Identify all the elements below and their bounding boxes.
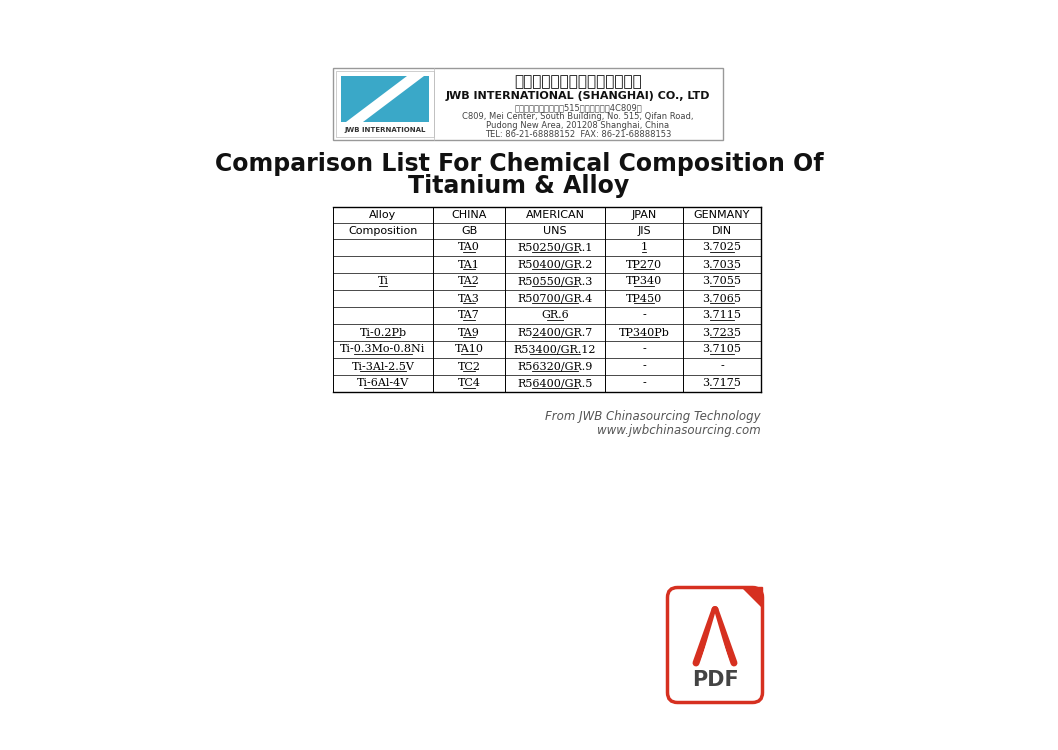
- Text: TA1: TA1: [458, 260, 480, 269]
- Text: Ti-3Al-2.5V: Ti-3Al-2.5V: [351, 362, 415, 371]
- Text: TA9: TA9: [458, 328, 480, 338]
- Text: PDF: PDF: [692, 670, 738, 691]
- Text: 3.7115: 3.7115: [703, 310, 742, 320]
- Text: UNS: UNS: [543, 226, 567, 236]
- Text: Ti-0.2Pb: Ti-0.2Pb: [360, 328, 406, 338]
- Text: R50550/GR.3: R50550/GR.3: [517, 277, 592, 286]
- Text: 上海市浦东新区起飞路515号南溰三美帔4C809室: 上海市浦东新区起飞路515号南溰三美帔4C809室: [514, 103, 642, 112]
- Text: TP340Pb: TP340Pb: [619, 328, 670, 338]
- Text: R53400/GR.12: R53400/GR.12: [514, 344, 597, 355]
- Text: TC2: TC2: [457, 362, 480, 371]
- Text: JWB INTERNATIONAL (SHANGHAI) CO., LTD: JWB INTERNATIONAL (SHANGHAI) CO., LTD: [445, 91, 710, 101]
- Text: 3.7235: 3.7235: [703, 328, 742, 338]
- Bar: [336, 71, 434, 137]
- Text: Ti-0.3Mo-0.8Ni: Ti-0.3Mo-0.8Ni: [341, 344, 425, 355]
- Text: JPAN: JPAN: [632, 210, 657, 220]
- Text: TP270: TP270: [626, 260, 662, 269]
- Text: DIN: DIN: [712, 226, 732, 236]
- Text: CHINA: CHINA: [452, 210, 487, 220]
- FancyBboxPatch shape: [668, 587, 763, 703]
- Text: JWB INTERNATIONAL: JWB INTERNATIONAL: [344, 127, 425, 133]
- Text: 3.7065: 3.7065: [703, 293, 742, 304]
- Text: GENMANY: GENMANY: [694, 210, 750, 220]
- Text: R50400/GR.2: R50400/GR.2: [517, 260, 592, 269]
- Text: Ti-6Al-4V: Ti-6Al-4V: [357, 379, 409, 388]
- Text: Pudong New Area, 201208 Shanghai, China: Pudong New Area, 201208 Shanghai, China: [487, 121, 670, 130]
- Text: 3.7055: 3.7055: [703, 277, 742, 286]
- Text: 3.7025: 3.7025: [703, 242, 742, 253]
- Bar: [333, 207, 761, 392]
- Text: 嘉时国际贸易（上海）有限公司: 嘉时国际贸易（上海）有限公司: [514, 74, 642, 89]
- Text: R56320/GR.9: R56320/GR.9: [517, 362, 592, 371]
- Text: -: -: [642, 344, 645, 355]
- Text: Alloy: Alloy: [369, 210, 397, 220]
- Text: JIS: JIS: [637, 226, 651, 236]
- Text: 3.7035: 3.7035: [703, 260, 742, 269]
- Text: TP450: TP450: [626, 293, 662, 304]
- Polygon shape: [701, 614, 729, 661]
- Text: 3.7105: 3.7105: [703, 344, 742, 355]
- Text: TEL: 86-21-68888152  FAX: 86-21-68888153: TEL: 86-21-68888152 FAX: 86-21-68888153: [485, 130, 671, 139]
- Text: GB: GB: [461, 226, 477, 236]
- Polygon shape: [743, 587, 763, 608]
- Text: R50700/GR.4: R50700/GR.4: [517, 293, 592, 304]
- Text: TA7: TA7: [458, 310, 480, 320]
- Polygon shape: [346, 76, 424, 122]
- Bar: [333, 68, 723, 140]
- Text: Ti: Ti: [378, 277, 388, 286]
- Text: -: -: [642, 379, 645, 388]
- Text: AMERICAN: AMERICAN: [526, 210, 584, 220]
- Text: TA2: TA2: [458, 277, 480, 286]
- Text: www.jwbchinasourcing.com: www.jwbchinasourcing.com: [598, 424, 761, 437]
- Text: R52400/GR.7: R52400/GR.7: [517, 328, 592, 338]
- Text: R50250/GR.1: R50250/GR.1: [517, 242, 592, 253]
- Text: -: -: [642, 362, 645, 371]
- Text: 3.7175: 3.7175: [703, 379, 742, 388]
- Text: From JWB Chinasourcing Technology: From JWB Chinasourcing Technology: [545, 410, 761, 423]
- Text: Æ: Æ: [715, 636, 716, 637]
- Text: -: -: [642, 310, 645, 320]
- Bar: [341, 76, 428, 122]
- Text: 1: 1: [640, 242, 647, 253]
- Text: -: -: [720, 362, 724, 371]
- Text: Composition: Composition: [348, 226, 418, 236]
- Text: Titanium & Alloy: Titanium & Alloy: [408, 174, 630, 198]
- Text: C809, Mei Center, South Building, No. 515, Qifan Road,: C809, Mei Center, South Building, No. 51…: [462, 112, 694, 121]
- Text: TP340: TP340: [626, 277, 662, 286]
- Text: TA10: TA10: [455, 344, 484, 355]
- Text: TC4: TC4: [457, 379, 480, 388]
- Text: TA0: TA0: [458, 242, 480, 253]
- Text: TA3: TA3: [458, 293, 480, 304]
- Text: R56400/GR.5: R56400/GR.5: [517, 379, 592, 388]
- Text: GR.6: GR.6: [541, 310, 569, 320]
- Text: Comparison List For Chemical Composition Of: Comparison List For Chemical Composition…: [215, 152, 823, 176]
